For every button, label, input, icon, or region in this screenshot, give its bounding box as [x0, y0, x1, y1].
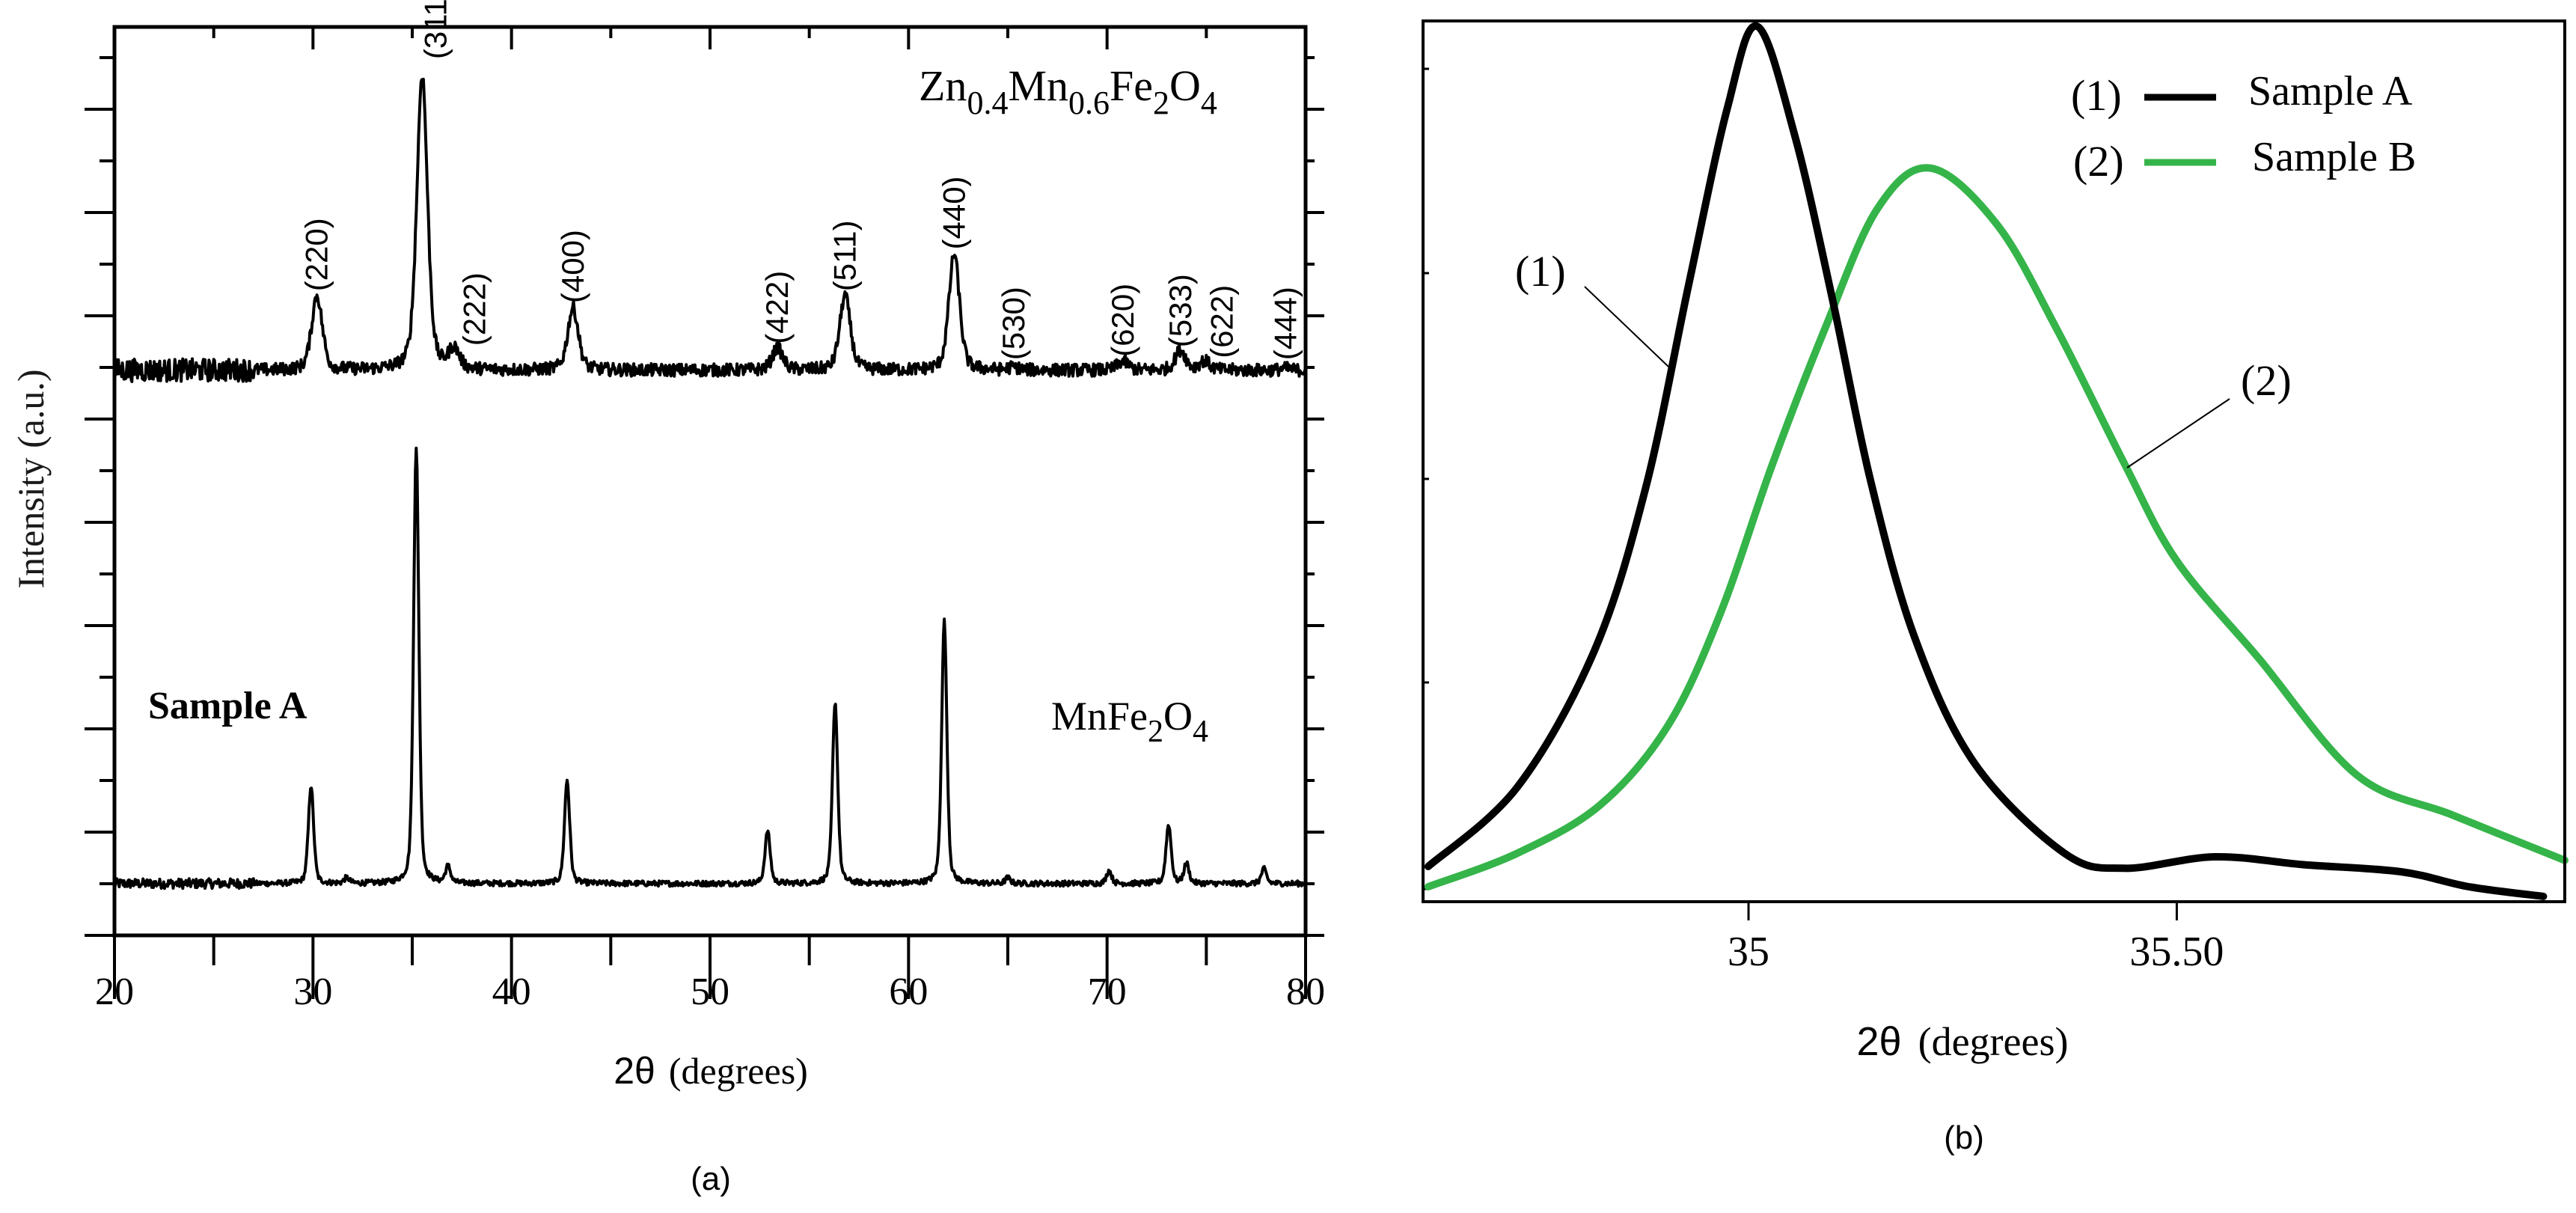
hkl-label: (620) — [1105, 284, 1140, 357]
legend-marker-2: (2) — [2073, 137, 2124, 186]
xrd-curve-sample-a — [113, 446, 1306, 890]
formula-sub: 4 — [1193, 715, 1208, 749]
x-tick-label: 70 — [1088, 971, 1127, 1013]
hkl-label: (422) — [759, 271, 795, 344]
y-axis-label: Intensity (a.u.) — [10, 370, 52, 589]
panel-b-caption: (b) — [1944, 1119, 1984, 1156]
legend-label-sample-b: Sample B — [2252, 134, 2416, 180]
formula-sub: 2 — [1153, 85, 1169, 121]
panel-a-caption: (a) — [691, 1161, 731, 1197]
formula-sub: 4 — [1201, 85, 1217, 121]
annotation-1: (1) — [1515, 247, 1566, 296]
legend: (1) Sample A (2) Sample B — [2071, 68, 2416, 186]
sample-a-label: Sample A — [148, 685, 308, 727]
annotation-2: (2) — [2241, 356, 2292, 405]
panel-b-frame — [1422, 19, 2566, 903]
panel-a-x-tick-labels: 20 30 40 50 60 70 80 — [95, 971, 1325, 1013]
hkl-labels: (220) (311) (222) (400) (422) (511) (440) (530)… — [299, 0, 1303, 360]
formula-sub: 0.6 — [1068, 85, 1110, 121]
formula-sub: 0.4 — [967, 85, 1008, 121]
x-axis-label-b: 2θ (degrees) — [1857, 1019, 2069, 1064]
hkl-label: (533) — [1163, 274, 1198, 347]
x-tick-label: 30 — [293, 971, 332, 1013]
hkl-label: (444) — [1268, 287, 1303, 360]
formula-sample-a: MnFe2O4 — [1051, 694, 1208, 749]
peak-curve-sample-b — [1424, 164, 2569, 890]
x-axis-label: 2θ (degrees) — [614, 1050, 808, 1092]
xrd-curve-sample-b — [113, 77, 1307, 383]
hkl-label: (622) — [1205, 285, 1240, 358]
panel-b-ticks — [1423, 67, 2178, 920]
formula-mnfe: MnFe — [1051, 694, 1148, 739]
x-axis-unit: (degrees) — [1918, 1019, 2069, 1064]
peak-curve-sample-a — [1424, 22, 2548, 900]
x-tick-label: 40 — [492, 971, 531, 1013]
formula-sub: 2 — [1148, 715, 1163, 749]
x-axis-symbol: 2θ — [614, 1050, 655, 1092]
x-tick-label: 80 — [1286, 971, 1325, 1013]
annotation-1-leader — [1584, 286, 1669, 367]
formula-fe: Fe — [1110, 61, 1153, 110]
hkl-label: (511) — [827, 220, 862, 291]
x-tick-label: 20 — [95, 971, 134, 1013]
legend-label-sample-a: Sample A — [2248, 68, 2413, 114]
x-axis-symbol: 2θ — [1857, 1019, 1902, 1064]
legend-marker-1: (1) — [2071, 71, 2122, 120]
hkl-label: (222) — [457, 272, 492, 346]
formula-o: O — [1169, 61, 1201, 110]
x-axis-unit: (degrees) — [669, 1050, 808, 1092]
panel-a-curves — [113, 77, 1307, 890]
hkl-label: (220) — [299, 218, 334, 291]
panel-b-curves — [1424, 22, 2569, 900]
formula-o: O — [1163, 694, 1193, 739]
x-tick-label: 35.50 — [2129, 929, 2224, 975]
formula-zn: Zn — [919, 61, 967, 110]
x-tick-label: 50 — [691, 971, 729, 1013]
annotation-2-leader — [2126, 398, 2230, 468]
panel-b: 35 35.50 (1) Sample A (2) Sample B (1) (2… — [1422, 19, 2569, 1156]
panel-a-ticks — [85, 27, 1324, 999]
panel-a-frame — [112, 25, 1308, 938]
panel-b-x-tick-labels: 35 35.50 — [1728, 929, 2224, 975]
hkl-label: (530) — [996, 287, 1031, 360]
hkl-label: (440) — [936, 176, 971, 249]
x-tick-label: 60 — [889, 971, 928, 1013]
hkl-label: (400) — [555, 230, 590, 303]
panel-a: (220) (311) (222) (400) (422) (511) (440) (530)… — [10, 0, 1325, 1197]
formula-sample-b: Zn0.4Mn0.6Fe2O4 — [919, 61, 1217, 121]
hkl-label: (311) — [417, 0, 453, 59]
formula-mn: Mn — [1008, 61, 1068, 110]
x-tick-label: 35 — [1728, 929, 1769, 975]
